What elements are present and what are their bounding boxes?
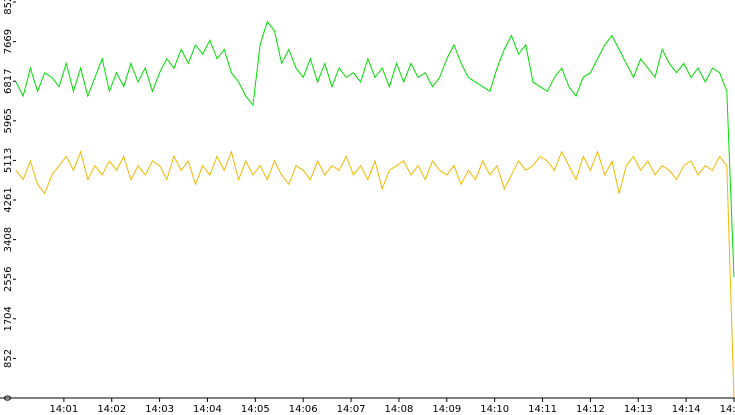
y-tick-label: 6817 [3, 69, 14, 94]
y-tick-label: 3408 [3, 227, 14, 252]
x-tick-label: 14:13 [624, 404, 653, 415]
x-tick-label: 14:11 [528, 404, 557, 415]
y-tick-label: 852 [3, 349, 14, 368]
x-tick-label: 14:08 [385, 404, 414, 415]
x-tick-label: 14:06 [289, 404, 318, 415]
series-line [15, 150, 735, 399]
y-tick-label: 0 [3, 395, 14, 401]
x-tick-label: 14:02 [97, 404, 126, 415]
y-tick-label: 2556 [3, 267, 14, 292]
series-line [15, 20, 735, 278]
y-tick-label: 5965 [3, 108, 14, 133]
x-tick-label: 14:10 [480, 404, 509, 415]
y-tick-label: 5113 [3, 148, 14, 173]
x-tick-label: 14:01 [49, 404, 78, 415]
x-tick-label: 14:05 [241, 404, 270, 415]
x-tick-label: 14:12 [576, 404, 605, 415]
y-tick-label: 4261 [3, 187, 14, 212]
y-tick-label: 8522 [3, 0, 14, 15]
y-tick-label: 7669 [3, 29, 14, 54]
x-tick-label: 14:09 [432, 404, 461, 415]
x-tick-label: 14:04 [193, 404, 222, 415]
y-tick-label: 1704 [3, 306, 14, 331]
x-tick-label: 14:03 [145, 404, 174, 415]
x-tick-label: 14:07 [337, 404, 366, 415]
x-tick-label: 14:15 [720, 404, 735, 415]
x-tick-label: 14:14 [672, 404, 701, 415]
